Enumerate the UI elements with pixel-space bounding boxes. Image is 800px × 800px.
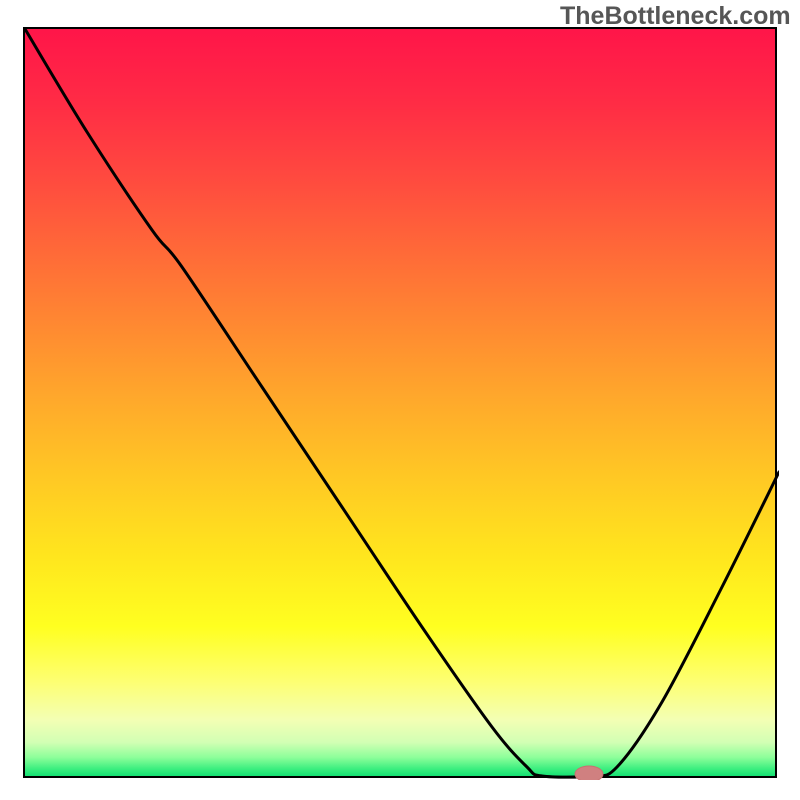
plot-area <box>23 27 777 778</box>
chart-container: TheBottleneck.com <box>0 0 800 800</box>
bottleneck-curve <box>25 29 779 777</box>
bottleneck-marker <box>575 766 603 780</box>
curve-layer <box>25 29 779 780</box>
watermark-text: TheBottleneck.com <box>560 2 791 31</box>
